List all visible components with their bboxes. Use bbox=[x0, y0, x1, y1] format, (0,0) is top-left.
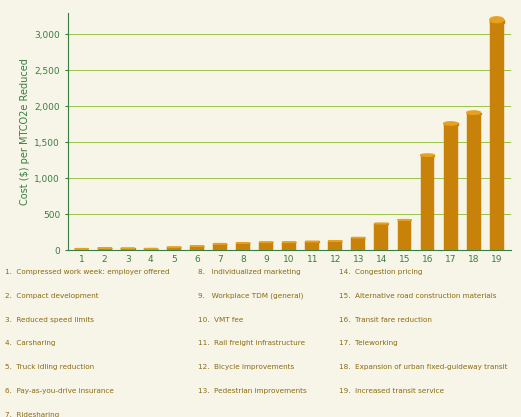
Ellipse shape bbox=[444, 122, 457, 125]
Bar bbox=[398, 220, 412, 250]
Bar bbox=[144, 249, 158, 250]
Text: 11.  Rail freight infrastructure: 11. Rail freight infrastructure bbox=[198, 340, 305, 346]
Ellipse shape bbox=[467, 111, 480, 114]
Bar bbox=[467, 113, 480, 114]
Text: 2.  Compact development: 2. Compact development bbox=[5, 293, 99, 299]
Bar bbox=[328, 241, 342, 250]
Text: 17.  Teleworking: 17. Teleworking bbox=[339, 340, 398, 346]
Ellipse shape bbox=[490, 17, 504, 23]
Bar bbox=[282, 242, 296, 250]
Text: 3.  Reduced speed limits: 3. Reduced speed limits bbox=[5, 317, 94, 322]
Text: 9.   Workplace TDM (general): 9. Workplace TDM (general) bbox=[198, 293, 303, 299]
Bar bbox=[352, 238, 365, 250]
Text: 4.  Carsharing: 4. Carsharing bbox=[5, 340, 56, 346]
Bar bbox=[467, 113, 480, 250]
Text: 15.  Alternative road construction materials: 15. Alternative road construction materi… bbox=[339, 293, 496, 299]
Bar bbox=[213, 244, 227, 250]
Bar bbox=[444, 123, 457, 250]
Text: 12.  Bicycle improvements: 12. Bicycle improvements bbox=[198, 364, 294, 370]
Text: 14.  Congestion pricing: 14. Congestion pricing bbox=[339, 269, 422, 275]
Text: 8.   Individualized marketing: 8. Individualized marketing bbox=[198, 269, 301, 275]
Bar bbox=[190, 246, 204, 250]
Bar bbox=[420, 155, 435, 250]
Text: 7.  Ridesharing: 7. Ridesharing bbox=[5, 412, 59, 417]
Y-axis label: Cost ($) per MTCO2e Reduced: Cost ($) per MTCO2e Reduced bbox=[20, 58, 30, 205]
Bar bbox=[490, 20, 504, 23]
Bar bbox=[375, 224, 388, 250]
Bar bbox=[98, 248, 111, 250]
Bar bbox=[167, 247, 181, 250]
Text: 16.  Transit fare reduction: 16. Transit fare reduction bbox=[339, 317, 431, 322]
Bar bbox=[490, 20, 504, 250]
Text: 13.  Pedestrian improvements: 13. Pedestrian improvements bbox=[198, 388, 307, 394]
Bar bbox=[420, 155, 435, 156]
Text: 6.  Pay-as-you-drive insurance: 6. Pay-as-you-drive insurance bbox=[5, 388, 114, 394]
Bar bbox=[259, 242, 273, 250]
Text: 1.  Compressed work week: employer offered: 1. Compressed work week: employer offere… bbox=[5, 269, 170, 275]
Ellipse shape bbox=[375, 223, 388, 224]
Ellipse shape bbox=[420, 154, 435, 156]
Bar bbox=[305, 241, 319, 250]
Bar bbox=[444, 123, 457, 125]
Text: 19.  Increased transit service: 19. Increased transit service bbox=[339, 388, 444, 394]
Text: 10.  VMT fee: 10. VMT fee bbox=[198, 317, 243, 322]
Bar bbox=[121, 249, 134, 250]
Bar bbox=[236, 243, 250, 250]
Text: 18.  Expansion of urban fixed-guideway transit: 18. Expansion of urban fixed-guideway tr… bbox=[339, 364, 507, 370]
Bar bbox=[75, 249, 89, 250]
Text: 5.  Truck idling reduction: 5. Truck idling reduction bbox=[5, 364, 94, 370]
